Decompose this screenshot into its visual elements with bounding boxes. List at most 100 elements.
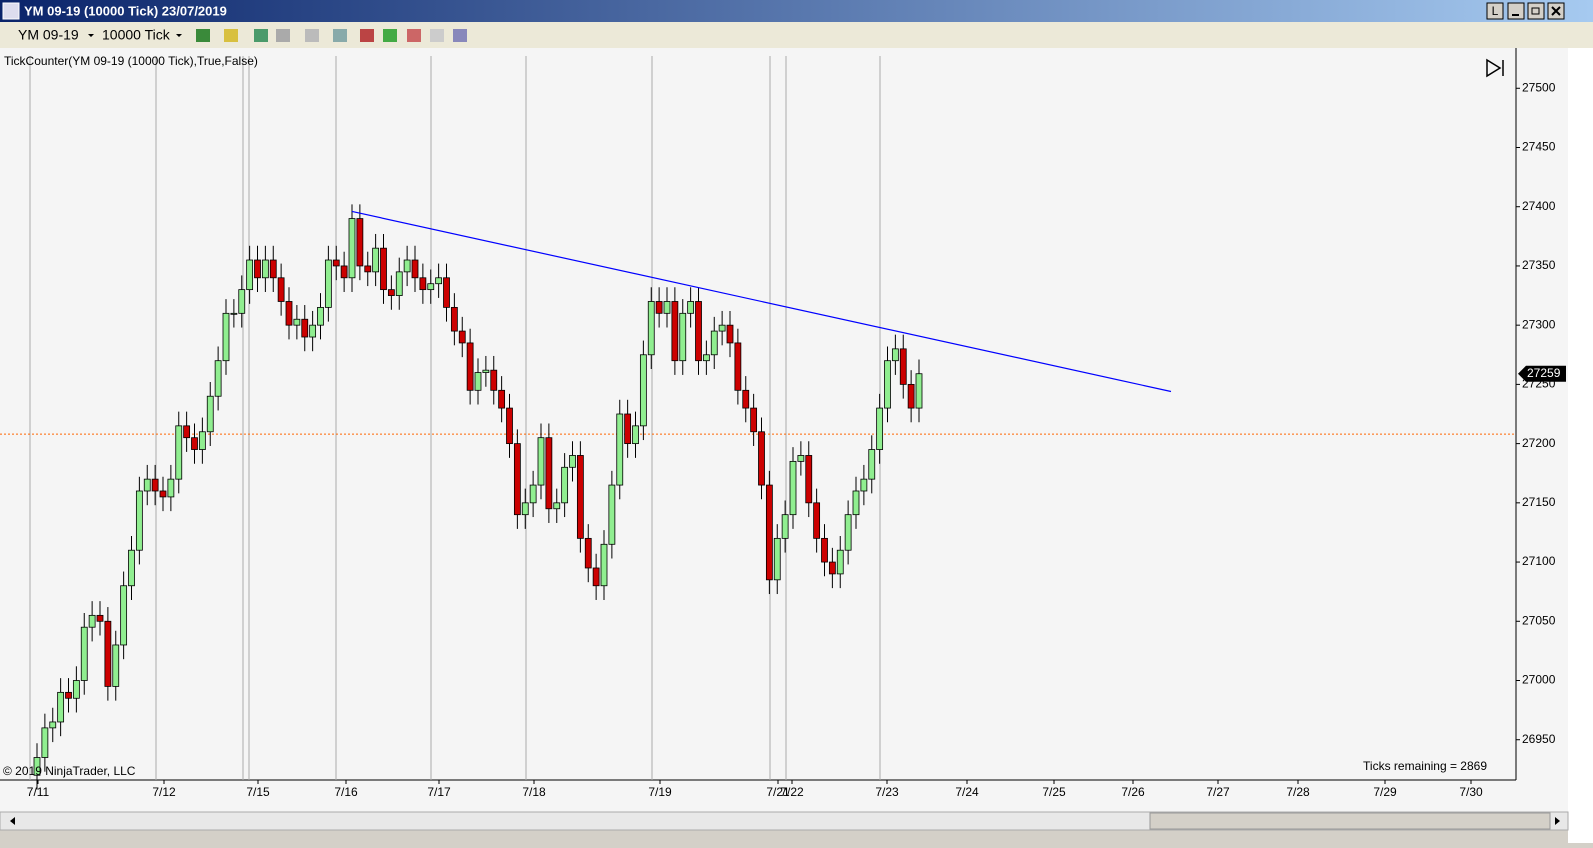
- last-price-box: [1518, 365, 1566, 382]
- candle-body: [348, 218, 356, 279]
- y-tick-label: 27200: [1522, 436, 1556, 450]
- x-tick-label: 7/27: [1206, 785, 1230, 799]
- candle-body: [419, 277, 427, 291]
- icon[interactable]: [224, 29, 238, 42]
- candle-body: [301, 318, 309, 338]
- x-tick-label: 7/24: [955, 785, 979, 799]
- link-button[interactable]: [1486, 2, 1504, 20]
- candle-body: [309, 324, 317, 338]
- candle-body: [758, 431, 765, 486]
- candle-body: [214, 360, 222, 397]
- x-tick-label: 7/18: [522, 785, 546, 799]
- icon[interactable]: [254, 29, 268, 42]
- candle-body: [112, 644, 120, 687]
- link-button-label[interactable]: L: [1492, 4, 1499, 18]
- icon[interactable]: [407, 29, 421, 42]
- icon[interactable]: [333, 29, 347, 42]
- candle-body: [632, 425, 639, 445]
- candle-body: [285, 301, 293, 326]
- candle-body: [915, 373, 923, 409]
- candle-body: [277, 277, 285, 302]
- minimize-button[interactable]: [1507, 2, 1525, 20]
- candle-body: [49, 721, 57, 729]
- candle-body: [254, 259, 261, 279]
- trendline: [351, 210, 1172, 393]
- x-tick-label: 7/22: [780, 785, 804, 799]
- candle-body: [513, 443, 521, 516]
- candle-body: [143, 478, 151, 492]
- instrument-selector[interactable]: YM 09-19: [18, 27, 79, 43]
- plot: 2695027000270502710027150272002725027300…: [0, 56, 1566, 799]
- candle-body: [167, 478, 175, 498]
- candle-body: [844, 514, 852, 551]
- title-bar: [0, 0, 1593, 22]
- x-tick-label: 7/29: [1373, 785, 1397, 799]
- icon[interactable]: [430, 29, 444, 42]
- icon[interactable]: [453, 29, 467, 42]
- candle-body: [679, 312, 687, 362]
- candle-body: [206, 395, 214, 433]
- x-tick-label: 7/26: [1121, 785, 1145, 799]
- candle-body: [450, 306, 458, 332]
- icon[interactable]: [305, 29, 319, 42]
- icon[interactable]: [383, 29, 397, 42]
- candle-body: [41, 727, 49, 758]
- period-selector[interactable]: 10000 Tick: [102, 27, 171, 43]
- candle-body: [529, 484, 537, 504]
- y-tick-label: 27150: [1522, 495, 1556, 509]
- y-tick-label: 27050: [1522, 613, 1556, 627]
- candle-body: [482, 369, 490, 373]
- copyright: © 2019 NinjaTrader, LLC: [3, 764, 136, 778]
- candle-body: [821, 537, 828, 563]
- candle-body: [324, 259, 332, 308]
- icon[interactable]: [360, 29, 374, 42]
- candle-body: [891, 348, 899, 362]
- candle-body: [403, 259, 411, 273]
- candle-body: [340, 265, 348, 279]
- icon[interactable]: [276, 29, 290, 42]
- candle-body: [364, 265, 372, 273]
- candle-body: [230, 312, 238, 315]
- candle-body: [836, 549, 844, 575]
- x-tick-label: 7/21: [766, 785, 790, 799]
- candle-body: [773, 537, 781, 581]
- candle-body: [671, 301, 679, 362]
- candle-body: [269, 259, 277, 279]
- scroll-thumb[interactable]: [1149, 812, 1551, 830]
- candle-body: [710, 330, 718, 356]
- candle-body: [238, 289, 246, 314]
- candle-body: [907, 383, 915, 409]
- side-strip: [1568, 48, 1593, 843]
- icon[interactable]: [196, 29, 210, 42]
- candle-body: [435, 277, 443, 285]
- candle-body: [191, 437, 198, 450]
- candle-body: [734, 342, 742, 391]
- candle-body: [159, 490, 167, 498]
- candle-body: [88, 614, 96, 628]
- app-icon: [2, 2, 20, 20]
- candle-body: [537, 437, 545, 486]
- candle-body: [490, 369, 498, 391]
- x-tick-label: 7/30: [1459, 785, 1483, 799]
- candle-body: [175, 425, 183, 480]
- candle-body: [246, 259, 254, 291]
- toolbar-icons[interactable]: [196, 29, 467, 42]
- restore-button[interactable]: [1527, 2, 1545, 20]
- candle-body: [868, 449, 876, 480]
- restore-icon: [1531, 7, 1540, 15]
- candle-body: [695, 301, 702, 362]
- x-tick-label: 7/28: [1286, 785, 1310, 799]
- candle-body: [600, 543, 608, 587]
- candle-body: [702, 354, 710, 362]
- scroll-end-button[interactable]: [1486, 58, 1504, 78]
- candle-body: [828, 561, 836, 575]
- y-tick-label: 27350: [1522, 258, 1556, 272]
- candle-body: [466, 342, 474, 391]
- candle-body: [33, 757, 41, 776]
- x-tick-label: 7/23: [875, 785, 899, 799]
- candle-body: [332, 259, 340, 267]
- window-title: YM 09-19 (10000 Tick) 23/07/2019: [24, 3, 227, 18]
- candle-body: [726, 324, 734, 344]
